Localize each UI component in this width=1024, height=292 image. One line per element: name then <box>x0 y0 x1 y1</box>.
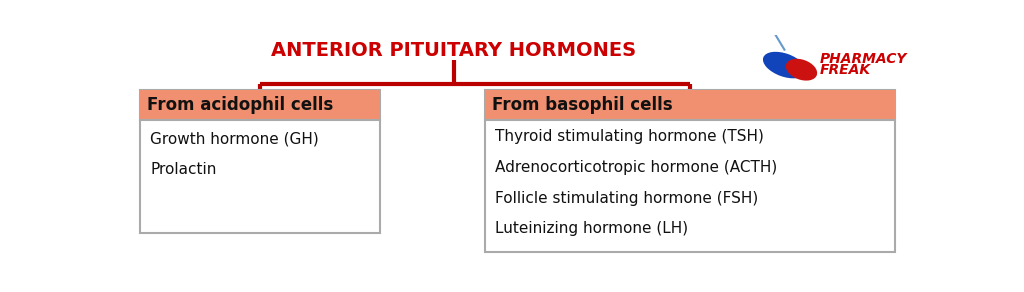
Text: Follicle stimulating hormone (FSH): Follicle stimulating hormone (FSH) <box>496 191 759 206</box>
Text: Thyroid stimulating hormone (TSH): Thyroid stimulating hormone (TSH) <box>496 129 764 144</box>
Text: Growth hormone (GH): Growth hormone (GH) <box>151 131 319 146</box>
FancyBboxPatch shape <box>484 91 895 120</box>
Text: From basophil cells: From basophil cells <box>493 96 673 114</box>
Text: Prolactin: Prolactin <box>151 162 217 177</box>
Text: From acidophil cells: From acidophil cells <box>147 96 334 114</box>
FancyBboxPatch shape <box>484 91 895 252</box>
FancyBboxPatch shape <box>139 91 380 120</box>
FancyBboxPatch shape <box>139 91 380 233</box>
Text: PHARMACY: PHARMACY <box>820 52 907 66</box>
Text: Adrenocorticotropic hormone (ACTH): Adrenocorticotropic hormone (ACTH) <box>496 160 777 175</box>
Text: Luteinizing hormone (LH): Luteinizing hormone (LH) <box>496 221 688 237</box>
Ellipse shape <box>785 59 817 81</box>
Text: FREAK: FREAK <box>820 63 871 77</box>
Ellipse shape <box>763 52 806 78</box>
Text: ANTERIOR PITUITARY HORMONES: ANTERIOR PITUITARY HORMONES <box>271 41 636 60</box>
